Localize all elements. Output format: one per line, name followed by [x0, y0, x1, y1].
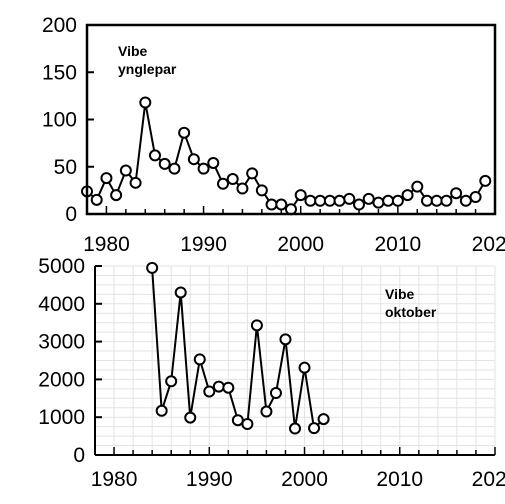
y-tick-label: 0 — [65, 203, 77, 226]
data-point — [353, 198, 365, 211]
data-point — [440, 194, 453, 207]
data-point — [391, 194, 404, 207]
data-point — [246, 167, 259, 180]
data-point — [362, 192, 375, 205]
x-tick-label: 1980 — [91, 468, 138, 491]
data-point — [197, 162, 210, 175]
data-point — [203, 385, 216, 398]
x-tick-label: 2000 — [281, 468, 328, 491]
data-point — [314, 194, 327, 207]
y-tick-label: 100 — [42, 109, 77, 132]
data-point — [255, 184, 268, 197]
x-tick-label: 2010 — [376, 468, 423, 491]
data-point — [430, 194, 443, 207]
data-point — [333, 194, 346, 207]
data-point — [193, 353, 206, 366]
data-point — [450, 187, 463, 200]
data-point — [178, 126, 191, 139]
data-point — [372, 196, 385, 209]
data-point — [241, 418, 254, 431]
data-point — [250, 319, 263, 332]
data-point — [308, 422, 321, 435]
data-point — [222, 381, 235, 394]
breeding-pairs-chart: 0 50 100 150 200 1980 1990 2000 2010 2020 Vibe yn… — [42, 14, 505, 256]
data-point — [184, 411, 197, 424]
data-point — [323, 194, 336, 207]
data-point — [155, 404, 168, 417]
data-point — [304, 194, 317, 207]
data-point — [158, 157, 171, 170]
data-point — [168, 162, 181, 175]
data-point — [226, 173, 239, 186]
data-point — [119, 164, 132, 177]
annotation-line-1: Vibe — [385, 286, 415, 302]
annotation-line-2: ynglepar — [118, 61, 177, 77]
y-tick-label: 50 — [54, 156, 77, 179]
data-point — [90, 193, 103, 206]
data-point — [269, 387, 282, 400]
y-tick-label: 150 — [42, 61, 77, 84]
data-point — [298, 361, 311, 374]
data-point — [187, 153, 200, 166]
series-line — [86, 102, 487, 211]
data-point — [212, 380, 225, 393]
data-point — [110, 189, 123, 202]
axis-ticks: 0 1000 2000 3000 4000 5000 1980 1990 2000 2010 202… — [38, 255, 505, 491]
axis-ticks: 0 50 100 150 200 1980 1990 2000 2010 2020 — [42, 14, 505, 256]
series-polyline — [86, 102, 487, 211]
data-point — [289, 422, 301, 435]
data-point — [146, 261, 159, 274]
annotation-line-1: Vibe — [118, 43, 148, 59]
y-tick-label: 5000 — [38, 255, 85, 278]
x-tick-label: 2010 — [374, 233, 421, 256]
y-tick-label: 0 — [73, 444, 85, 467]
data-point — [174, 286, 187, 299]
data-point — [421, 194, 433, 207]
x-tick-label: 1980 — [83, 233, 130, 256]
data-point — [260, 405, 273, 418]
data-point — [469, 190, 482, 203]
data-point — [129, 176, 142, 189]
y-tick-label: 4000 — [38, 293, 85, 316]
data-point — [265, 198, 278, 211]
data-point — [207, 156, 220, 169]
x-tick-label: 2020 — [472, 233, 505, 256]
x-tick-label: 1990 — [186, 468, 233, 491]
data-point — [479, 174, 492, 187]
data-point — [294, 189, 307, 202]
data-point — [279, 333, 292, 346]
data-point — [149, 149, 161, 162]
data-point — [275, 198, 288, 211]
y-tick-label: 2000 — [38, 368, 85, 391]
data-point — [411, 180, 424, 193]
x-tick-label: 2000 — [277, 233, 324, 256]
y-tick-label: 1000 — [38, 406, 85, 429]
data-point — [165, 375, 178, 388]
data-point — [231, 414, 244, 427]
y-tick-label: 200 — [42, 14, 77, 37]
data-point — [459, 194, 472, 207]
data-point — [100, 172, 113, 185]
x-tick-label: 2020 — [472, 468, 505, 491]
data-point — [382, 194, 395, 207]
series-points — [81, 96, 492, 216]
data-point — [401, 189, 414, 202]
series-points — [146, 261, 330, 435]
data-point — [343, 192, 356, 205]
data-point — [139, 96, 152, 109]
annotation-line-2: oktober — [385, 304, 437, 320]
data-point — [217, 177, 229, 190]
y-tick-label: 3000 — [38, 331, 85, 354]
october-counts-chart: 0 1000 2000 3000 4000 5000 1980 1990 2000 2010 202… — [38, 255, 505, 491]
x-tick-label: 1990 — [180, 233, 227, 256]
data-point — [317, 413, 330, 426]
data-point — [236, 182, 249, 195]
